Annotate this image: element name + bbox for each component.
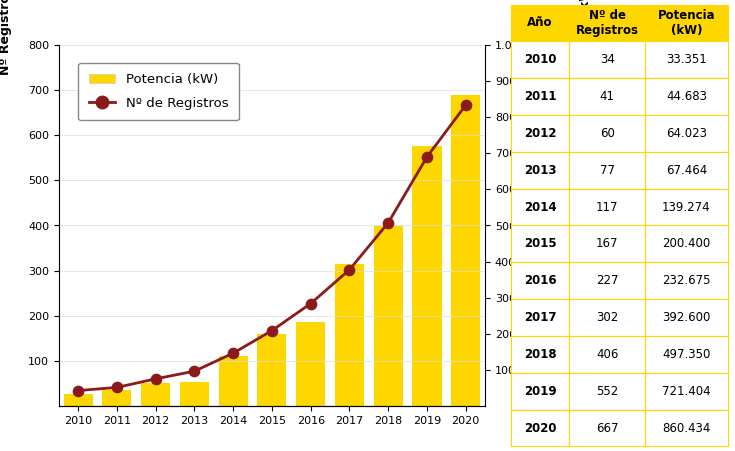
Bar	[570, 336, 645, 373]
Bar	[511, 299, 570, 336]
Bar	[570, 152, 645, 189]
Bar	[511, 336, 570, 373]
Y-axis label: Nº Registros: Nº Registros	[0, 0, 12, 75]
Text: 2014: 2014	[524, 201, 556, 214]
Bar	[570, 78, 645, 115]
Text: 860.434: 860.434	[662, 422, 711, 435]
Text: 667: 667	[596, 422, 619, 435]
Bar	[570, 373, 645, 410]
Point	[421, 153, 433, 161]
Bar	[645, 189, 728, 226]
Text: 67.464: 67.464	[666, 164, 707, 177]
Text: 41: 41	[600, 90, 614, 103]
Bar	[511, 115, 570, 152]
Text: 77: 77	[600, 164, 614, 177]
Point	[189, 368, 201, 375]
Text: Nº de
Registros: Nº de Registros	[576, 9, 639, 37]
Bar	[645, 78, 728, 115]
Bar	[511, 5, 570, 41]
Text: 117: 117	[596, 201, 619, 214]
Text: Potencia
(kW): Potencia (kW)	[658, 9, 715, 37]
Bar	[645, 299, 728, 336]
Bar	[511, 262, 570, 299]
Y-axis label: Potencia (kW): Potencia (kW)	[579, 0, 592, 80]
Legend: Potencia (kW), Nº de Registros: Potencia (kW), Nº de Registros	[78, 63, 239, 120]
Bar	[570, 189, 645, 226]
Bar	[570, 226, 645, 262]
Text: 721.404: 721.404	[662, 385, 711, 398]
Text: 33.351: 33.351	[666, 53, 707, 66]
Text: 406: 406	[596, 348, 618, 361]
Point	[305, 300, 317, 307]
Text: 497.350: 497.350	[662, 348, 711, 361]
Point	[460, 101, 472, 109]
Bar	[645, 336, 728, 373]
Bar	[645, 115, 728, 152]
Bar	[570, 410, 645, 446]
Text: 2018: 2018	[524, 348, 556, 361]
Text: 2013: 2013	[524, 164, 556, 177]
Bar	[412, 146, 442, 406]
Text: 2017: 2017	[524, 311, 556, 324]
Text: 44.683: 44.683	[666, 90, 707, 103]
Bar	[645, 5, 728, 41]
Text: 2020: 2020	[524, 422, 556, 435]
Point	[111, 384, 123, 391]
Text: 200.400: 200.400	[662, 237, 711, 250]
Text: 2019: 2019	[524, 385, 556, 398]
Text: 2015: 2015	[524, 237, 556, 250]
Bar	[64, 394, 93, 406]
Bar	[645, 410, 728, 446]
Bar	[570, 115, 645, 152]
Bar	[511, 152, 570, 189]
Text: 2010: 2010	[524, 53, 556, 66]
Text: 2016: 2016	[524, 274, 556, 287]
Text: 167: 167	[596, 237, 619, 250]
Text: Año: Año	[527, 16, 553, 29]
Bar	[511, 41, 570, 78]
Point	[72, 387, 84, 394]
Bar	[570, 5, 645, 41]
Text: 232.675: 232.675	[662, 274, 711, 287]
Bar	[570, 41, 645, 78]
Bar	[645, 373, 728, 410]
Text: 552: 552	[596, 385, 618, 398]
Bar	[511, 189, 570, 226]
Point	[382, 219, 394, 226]
Bar	[645, 262, 728, 299]
Bar	[511, 410, 570, 446]
Point	[150, 375, 162, 382]
Point	[227, 350, 239, 357]
Bar	[180, 382, 209, 406]
Text: 302: 302	[596, 311, 618, 324]
Bar	[511, 373, 570, 410]
Point	[343, 266, 355, 273]
Bar	[296, 322, 325, 406]
Bar	[219, 356, 248, 406]
Text: 34: 34	[600, 53, 614, 66]
Bar	[570, 299, 645, 336]
Bar	[335, 264, 364, 406]
Bar	[570, 262, 645, 299]
Bar	[511, 78, 570, 115]
Bar	[645, 41, 728, 78]
Bar	[645, 152, 728, 189]
Bar	[102, 390, 132, 406]
Text: 392.600: 392.600	[662, 311, 711, 324]
Text: 2012: 2012	[524, 127, 556, 140]
Text: 64.023: 64.023	[666, 127, 707, 140]
Bar	[373, 226, 403, 406]
Text: 60: 60	[600, 127, 614, 140]
Bar	[645, 226, 728, 262]
Bar	[141, 383, 171, 406]
Bar	[257, 334, 287, 406]
Text: 2011: 2011	[524, 90, 556, 103]
Bar	[451, 96, 480, 406]
Bar	[511, 226, 570, 262]
Text: 227: 227	[596, 274, 619, 287]
Point	[266, 327, 278, 334]
Text: 139.274: 139.274	[662, 201, 711, 214]
